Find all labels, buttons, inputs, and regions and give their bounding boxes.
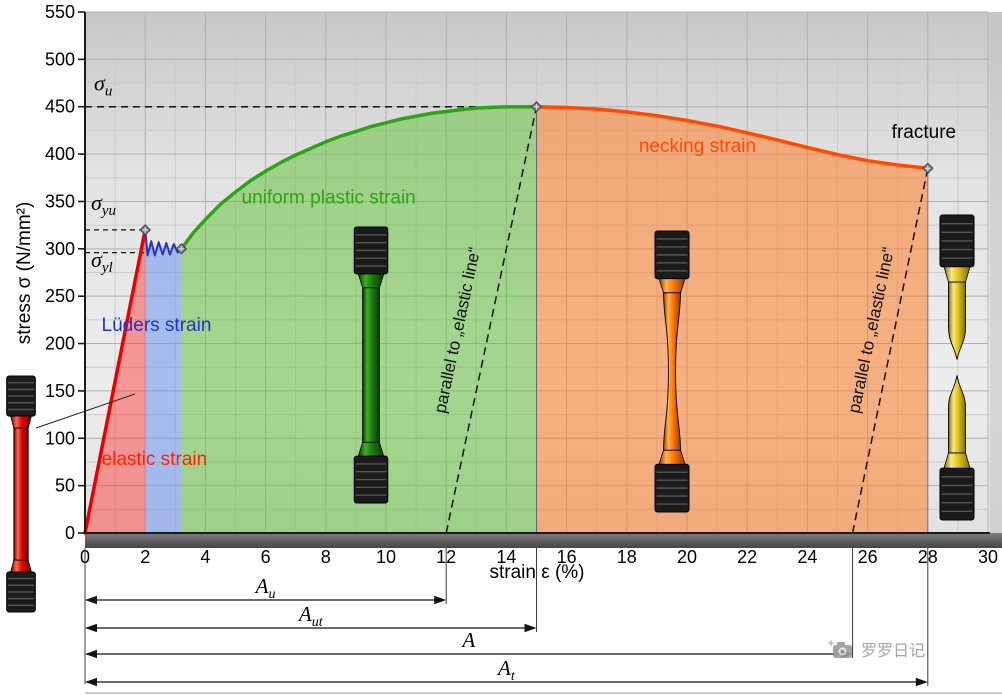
x-tick-label: 24 [797, 547, 817, 567]
watermark: 罗罗日记 [826, 637, 925, 661]
x-tick-label: 18 [617, 547, 637, 567]
specimen-shaft [362, 287, 380, 443]
y-tick-label: 150 [45, 381, 75, 401]
y-tick-label: 0 [65, 523, 75, 543]
y-tick-label: 250 [45, 286, 75, 306]
y-tick-label: 50 [55, 476, 75, 496]
Au-dimension-label-main: A [254, 574, 269, 598]
specimen-shoulder [943, 452, 971, 469]
x-tick-label: 10 [376, 547, 396, 567]
necking-strain-label: necking strain [639, 136, 756, 157]
arrowhead-left [85, 649, 97, 659]
specimen-shoulder [357, 441, 385, 457]
sigma-u-label-sub: u [105, 84, 113, 100]
fracture-label: fracture [892, 122, 956, 143]
Au-dimension-label: Au [254, 574, 276, 602]
A-dimension-label-main: A [460, 628, 475, 652]
elastic-strain-label: elastic strain [102, 449, 208, 470]
sigma-u-label-main: σ [94, 71, 106, 96]
specimen-shaft-fractured-bottom [948, 375, 966, 454]
luders-curve [144, 228, 183, 257]
Aut-dimension-label: Aut [297, 602, 324, 630]
arrowhead-right [915, 677, 928, 687]
y-tick-label: 200 [45, 334, 75, 354]
specimen-initial [6, 375, 36, 613]
sigma-yl-label-main: σ [91, 247, 103, 272]
uniform-plastic-strain-label: uniform plastic strain [242, 187, 416, 208]
axis-3d-band [85, 533, 1002, 548]
Aut-dimension-label-sub: ut [312, 615, 324, 630]
specimen-necked [654, 230, 690, 513]
specimen-shoulder [943, 266, 971, 283]
sigma-yu-label-main: σ [91, 190, 103, 215]
sigma-yl-label-sub: yl [100, 260, 113, 276]
elastic-curve [83, 228, 147, 535]
specimen-pointer-line [35, 393, 136, 429]
x-tick-label: 30 [978, 547, 998, 567]
sigma-yu-label: σyu [91, 190, 116, 219]
x-tick-label: 2 [140, 547, 150, 567]
specimen-shoulder [658, 278, 686, 294]
y-tick-label: 100 [45, 428, 75, 448]
arrowhead-left [85, 677, 97, 687]
camera-icon [827, 639, 852, 658]
uniform-plastic-region [181, 106, 537, 533]
specimen-shoulder [10, 415, 32, 429]
y-tick-label: 550 [45, 2, 75, 22]
specimen-shoulder [658, 449, 686, 465]
y-tick-label: 400 [45, 144, 75, 164]
At-dimension-label: At [496, 656, 516, 684]
Au-dimension-label-sub: u [269, 587, 276, 602]
arrowhead-left [85, 623, 97, 633]
x-tick-label: 14 [496, 547, 516, 567]
specimen-shoulder [10, 559, 32, 573]
x-tick-label: 16 [557, 547, 577, 567]
sigma-u-label: σu [94, 71, 112, 100]
specimen-uniform-strain [353, 226, 389, 504]
specimen-fractured [939, 214, 975, 521]
A-dimension-label: A [460, 628, 475, 652]
luders-strain-label: Lüders strain [102, 315, 212, 336]
y-axis-title: stress σ (N/mm²) [14, 202, 35, 345]
sigma-yu-label-sub: yu [100, 203, 116, 219]
parallel-elastic-1 [445, 106, 538, 534]
specimen-shaft [13, 427, 29, 561]
x-tick-label: 26 [858, 547, 878, 567]
x-tick-label: 6 [261, 547, 271, 567]
arrowhead-right [434, 595, 447, 605]
At-dimension-label-sub: t [511, 669, 516, 684]
uniform-plastic-curve [179, 104, 539, 251]
sparkle-icon [827, 639, 835, 647]
arrowhead-left [85, 595, 97, 605]
necking-curve [534, 104, 930, 171]
specimen-shaft-fractured-top [948, 281, 966, 360]
y-tick-label: 500 [45, 49, 75, 69]
x-tick-label: 4 [200, 547, 210, 567]
arrowhead-right [524, 623, 537, 633]
y-tick-label: 350 [45, 191, 75, 211]
luders-region [145, 229, 182, 533]
parallel-elastic-2 [851, 168, 929, 534]
x-tick-label: 22 [737, 547, 757, 567]
y-tick-label: 450 [45, 97, 75, 117]
watermark-text: 罗罗日记 [861, 643, 926, 660]
x-tick-label: 20 [677, 547, 697, 567]
y-tick-label: 300 [45, 239, 75, 259]
Aut-dimension-label-main: A [297, 602, 312, 626]
sigma-yl-label: σyl [91, 247, 113, 276]
necking-region [536, 106, 928, 533]
specimen-shoulder [357, 273, 385, 289]
At-dimension-label-main: A [496, 656, 511, 680]
right-shadow [990, 12, 1002, 533]
specimen-shaft-necked [663, 292, 681, 451]
x-tick-label: 8 [321, 547, 331, 567]
